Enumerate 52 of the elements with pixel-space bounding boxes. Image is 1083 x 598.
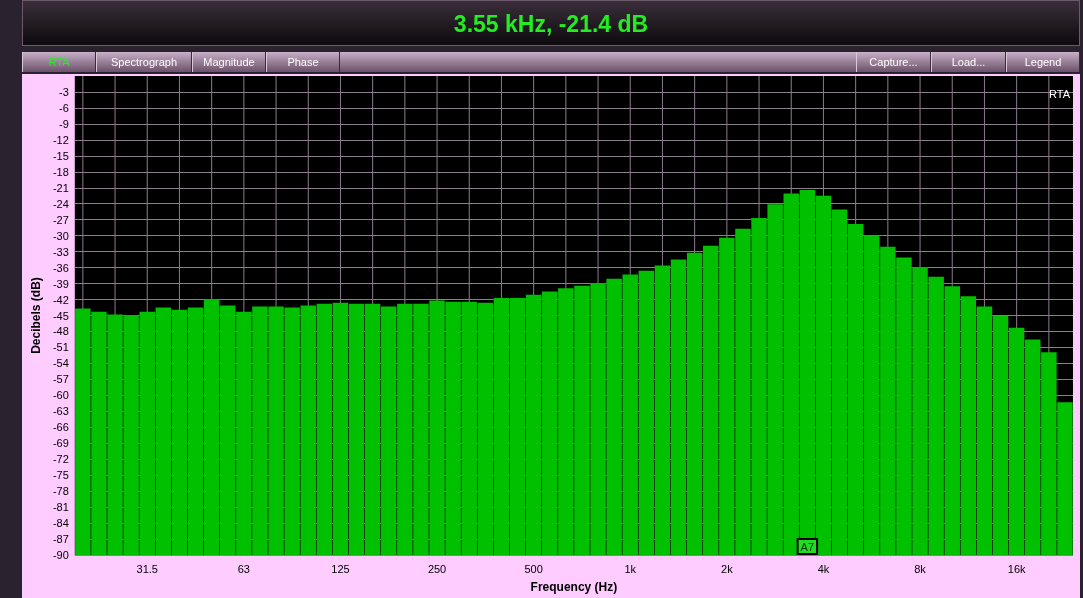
y-tick-label: -87 [52,533,69,546]
y-tick-label: -21 [52,181,69,194]
y-tick-label: -66 [52,421,69,434]
y-tick-label: -3 [59,85,69,98]
y-tick-label: -84 [52,517,69,530]
x-tick-label: 1k [624,562,637,575]
text: Load... [931,52,1006,72]
text: RTA [22,52,96,72]
y-tick-label: -33 [52,245,69,258]
x-tick-label: 16k [1007,562,1027,575]
y-tick-label: -75 [52,469,69,482]
x-tick-label: 31.5 [136,562,158,575]
y-axis-title: Decibels (dB) [29,277,43,354]
y-tick-label: -57 [52,373,69,386]
text: Spectrograph [96,52,192,72]
text: Magnitude [192,52,266,72]
y-tick-label: -63 [52,405,69,418]
x-tick-label: 8k [914,562,927,575]
chart-title: 3.55 kHz, -21.4 dB [452,11,650,38]
x-tick-label: 125 [331,562,350,575]
y-tick-label: -42 [52,293,69,306]
y-tick-label: -30 [52,229,69,242]
y-tick-label: -39 [52,277,69,290]
y-tick-label: -27 [52,213,69,226]
x-tick-label: 250 [427,562,447,575]
y-tick-label: -48 [52,325,69,338]
y-tick-label: -69 [52,437,69,450]
y-tick-label: -12 [52,133,69,146]
x-tick-label: 500 [524,562,543,575]
text: Phase [266,52,340,72]
text: Legend [1006,52,1080,72]
x-tick-label: 2k [721,562,734,575]
y-tick-label: -72 [52,453,69,466]
y-tick-label: -60 [52,389,69,402]
y-tick-label: -81 [52,501,69,514]
y-tick-label: -24 [52,197,69,210]
y-tick-label: -6 [59,101,69,114]
y-tick-label: -78 [52,485,69,498]
x-tick-label: 4k [817,562,830,575]
y-tick-label: -54 [52,357,69,370]
y-tick-label: -18 [52,165,69,178]
y-tick-label: -36 [52,261,69,274]
x-axis-title: Frequency (Hz) [530,580,618,594]
annotation: RTA [1049,87,1071,100]
y-tick-label: -45 [52,309,69,322]
text: Capture... [856,52,931,72]
annotation: A7 [800,540,815,553]
y-tick-label: -90 [52,549,69,561]
x-tick-label: 63 [237,562,250,575]
y-tick-label: -15 [52,149,69,162]
y-tick-label: -51 [52,341,69,354]
y-tick-label: -9 [59,117,69,130]
